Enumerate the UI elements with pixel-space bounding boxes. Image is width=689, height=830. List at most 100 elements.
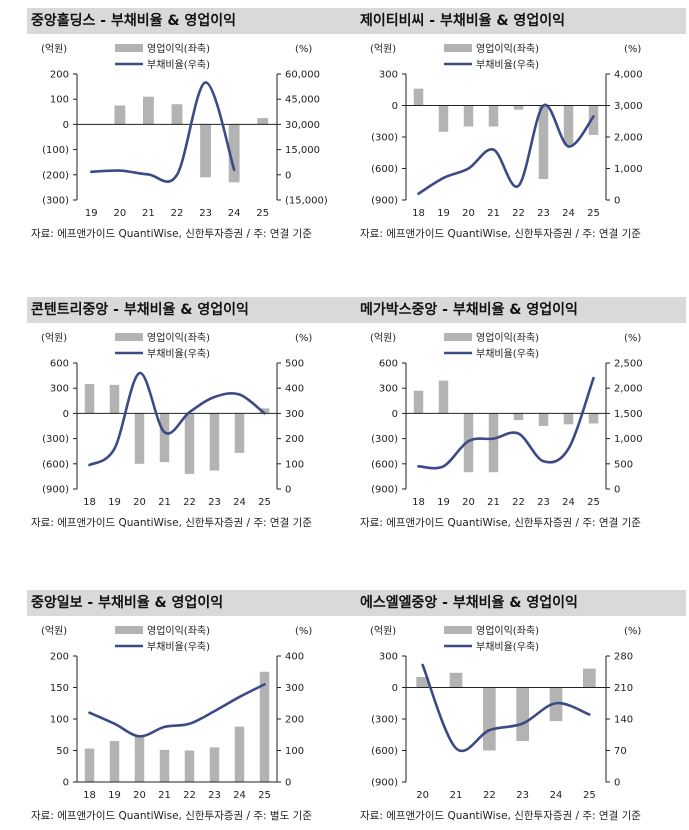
x-tick-label: 23	[199, 208, 212, 219]
right-tick-label: 0	[614, 778, 620, 789]
right-tick-label: 210	[614, 683, 633, 694]
right-unit-label: (%)	[295, 44, 312, 55]
left-tick-label: (300)	[371, 715, 398, 726]
left-tick-label: 100	[50, 95, 69, 106]
bar	[514, 106, 524, 110]
x-tick-label: 20	[133, 790, 146, 801]
panel-title: 메가박스중앙 - 부채비율 & 영업이익	[356, 297, 686, 323]
left-unit-label: (억원)	[370, 625, 396, 637]
x-tick-label: 19	[437, 497, 450, 508]
legend-bar-label: 영업이익(좌축)	[476, 42, 539, 55]
right-tick-label: 45,000	[285, 95, 320, 106]
bar	[160, 413, 170, 462]
bar	[135, 413, 145, 463]
x-tick-label: 18	[83, 790, 96, 801]
left-tick-label: (900)	[371, 485, 398, 496]
x-tick-label: 22	[171, 208, 184, 219]
legend-bar-swatch	[444, 333, 472, 341]
source-note: 자료: 에프앤가이드 QuantiWise, 신한투자증권 / 주: 연결 기준	[360, 808, 641, 823]
left-tick-label: 200	[50, 70, 69, 81]
x-tick-label: 20	[462, 208, 475, 219]
right-tick-label: 15,000	[285, 145, 320, 156]
right-tick-label: 400	[285, 384, 304, 395]
right-tick-label: 500	[614, 459, 633, 470]
right-tick-label: 100	[285, 746, 304, 757]
left-tick-label: (600)	[371, 459, 398, 470]
right-tick-label: 0	[614, 485, 620, 496]
left-tick-label: 300	[379, 70, 398, 81]
combo-chart: (억원)(%)영업이익(좌축)부채비율(우축)6003000(300)(600)…	[356, 323, 686, 515]
x-tick-label: 24	[228, 208, 241, 219]
chart-panel-5: 에스엘엘중앙 - 부채비율 & 영업이익 (억원)(%)영업이익(좌축)부채비율…	[356, 590, 686, 830]
x-tick-label: 25	[258, 790, 271, 801]
chart-panel-0: 중앙홀딩스 - 부채비율 & 영업이익 (억원)(%)영업이익(좌축)부채비율(…	[27, 8, 357, 248]
x-tick-label: 18	[83, 497, 96, 508]
legend-bar-swatch	[444, 44, 472, 52]
legend-bar-label: 영업이익(좌축)	[147, 624, 210, 637]
left-tick-label: (300)	[42, 434, 69, 445]
bar	[135, 737, 145, 782]
left-tick-label: 0	[392, 409, 398, 420]
left-tick-label: 0	[392, 683, 398, 694]
bar	[539, 106, 549, 180]
right-unit-label: (%)	[295, 626, 312, 637]
x-tick-label: 21	[487, 208, 500, 219]
x-tick-label: 23	[516, 790, 529, 801]
panel-title: 제이티비씨 - 부채비율 & 영업이익	[356, 8, 686, 34]
x-tick-label: 20	[113, 208, 126, 219]
left-tick-label: (600)	[371, 746, 398, 757]
panel-title: 중앙일보 - 부채비율 & 영업이익	[27, 590, 357, 616]
legend-bar-label: 영업이익(좌축)	[476, 624, 539, 637]
x-tick-label: 24	[562, 208, 575, 219]
bar	[439, 106, 449, 132]
bar	[172, 104, 183, 124]
bar	[514, 413, 524, 420]
bar	[185, 751, 195, 783]
right-tick-label: 30,000	[285, 120, 320, 131]
bar	[483, 688, 496, 751]
legend-bar-label: 영업이익(좌축)	[476, 331, 539, 344]
x-tick-label: 23	[208, 497, 221, 508]
right-tick-label: 1,000	[614, 164, 643, 175]
right-tick-label: 1,500	[614, 409, 643, 420]
left-unit-label: (억원)	[41, 43, 67, 55]
right-unit-label: (%)	[624, 626, 641, 637]
x-tick-label: 19	[437, 208, 450, 219]
combo-chart: (억원)(%)영업이익(좌축)부채비율(우축)3000(300)(600)(90…	[356, 34, 686, 226]
right-tick-label: 2,000	[614, 384, 643, 395]
bar	[185, 413, 195, 473]
left-tick-label: 0	[63, 120, 69, 131]
left-tick-label: 200	[50, 652, 69, 663]
right-tick-label: 200	[285, 434, 304, 445]
bar	[143, 97, 154, 125]
bar	[450, 673, 463, 688]
right-tick-label: 0	[285, 170, 291, 181]
right-tick-label: (15,000)	[285, 196, 328, 207]
left-tick-label: (300)	[371, 434, 398, 445]
source-note: 자료: 에프앤가이드 QuantiWise, 신한투자증권 / 주: 별도 기준	[31, 808, 312, 823]
bar	[235, 727, 245, 782]
bar	[589, 413, 599, 423]
bar	[464, 106, 474, 127]
right-tick-label: 2,500	[614, 359, 643, 370]
right-unit-label: (%)	[295, 333, 312, 344]
right-tick-label: 300	[285, 409, 304, 420]
left-tick-label: 300	[50, 384, 69, 395]
bar	[564, 106, 574, 146]
bar	[489, 106, 499, 127]
x-tick-label: 21	[450, 790, 463, 801]
left-tick-label: 100	[50, 715, 69, 726]
right-tick-label: 2,000	[614, 133, 643, 144]
right-tick-label: 300	[285, 683, 304, 694]
x-tick-label: 24	[233, 790, 246, 801]
panel-title: 콘텐트리중앙 - 부채비율 & 영업이익	[27, 297, 357, 323]
bar	[210, 413, 220, 470]
x-tick-label: 25	[256, 208, 269, 219]
bar	[439, 381, 449, 414]
bar	[414, 89, 424, 106]
left-unit-label: (억원)	[370, 332, 396, 344]
left-tick-label: (600)	[42, 459, 69, 470]
legend-line-label: 부채비율(우축)	[476, 59, 539, 71]
left-tick-label: 0	[63, 409, 69, 420]
x-tick-label: 20	[462, 497, 475, 508]
